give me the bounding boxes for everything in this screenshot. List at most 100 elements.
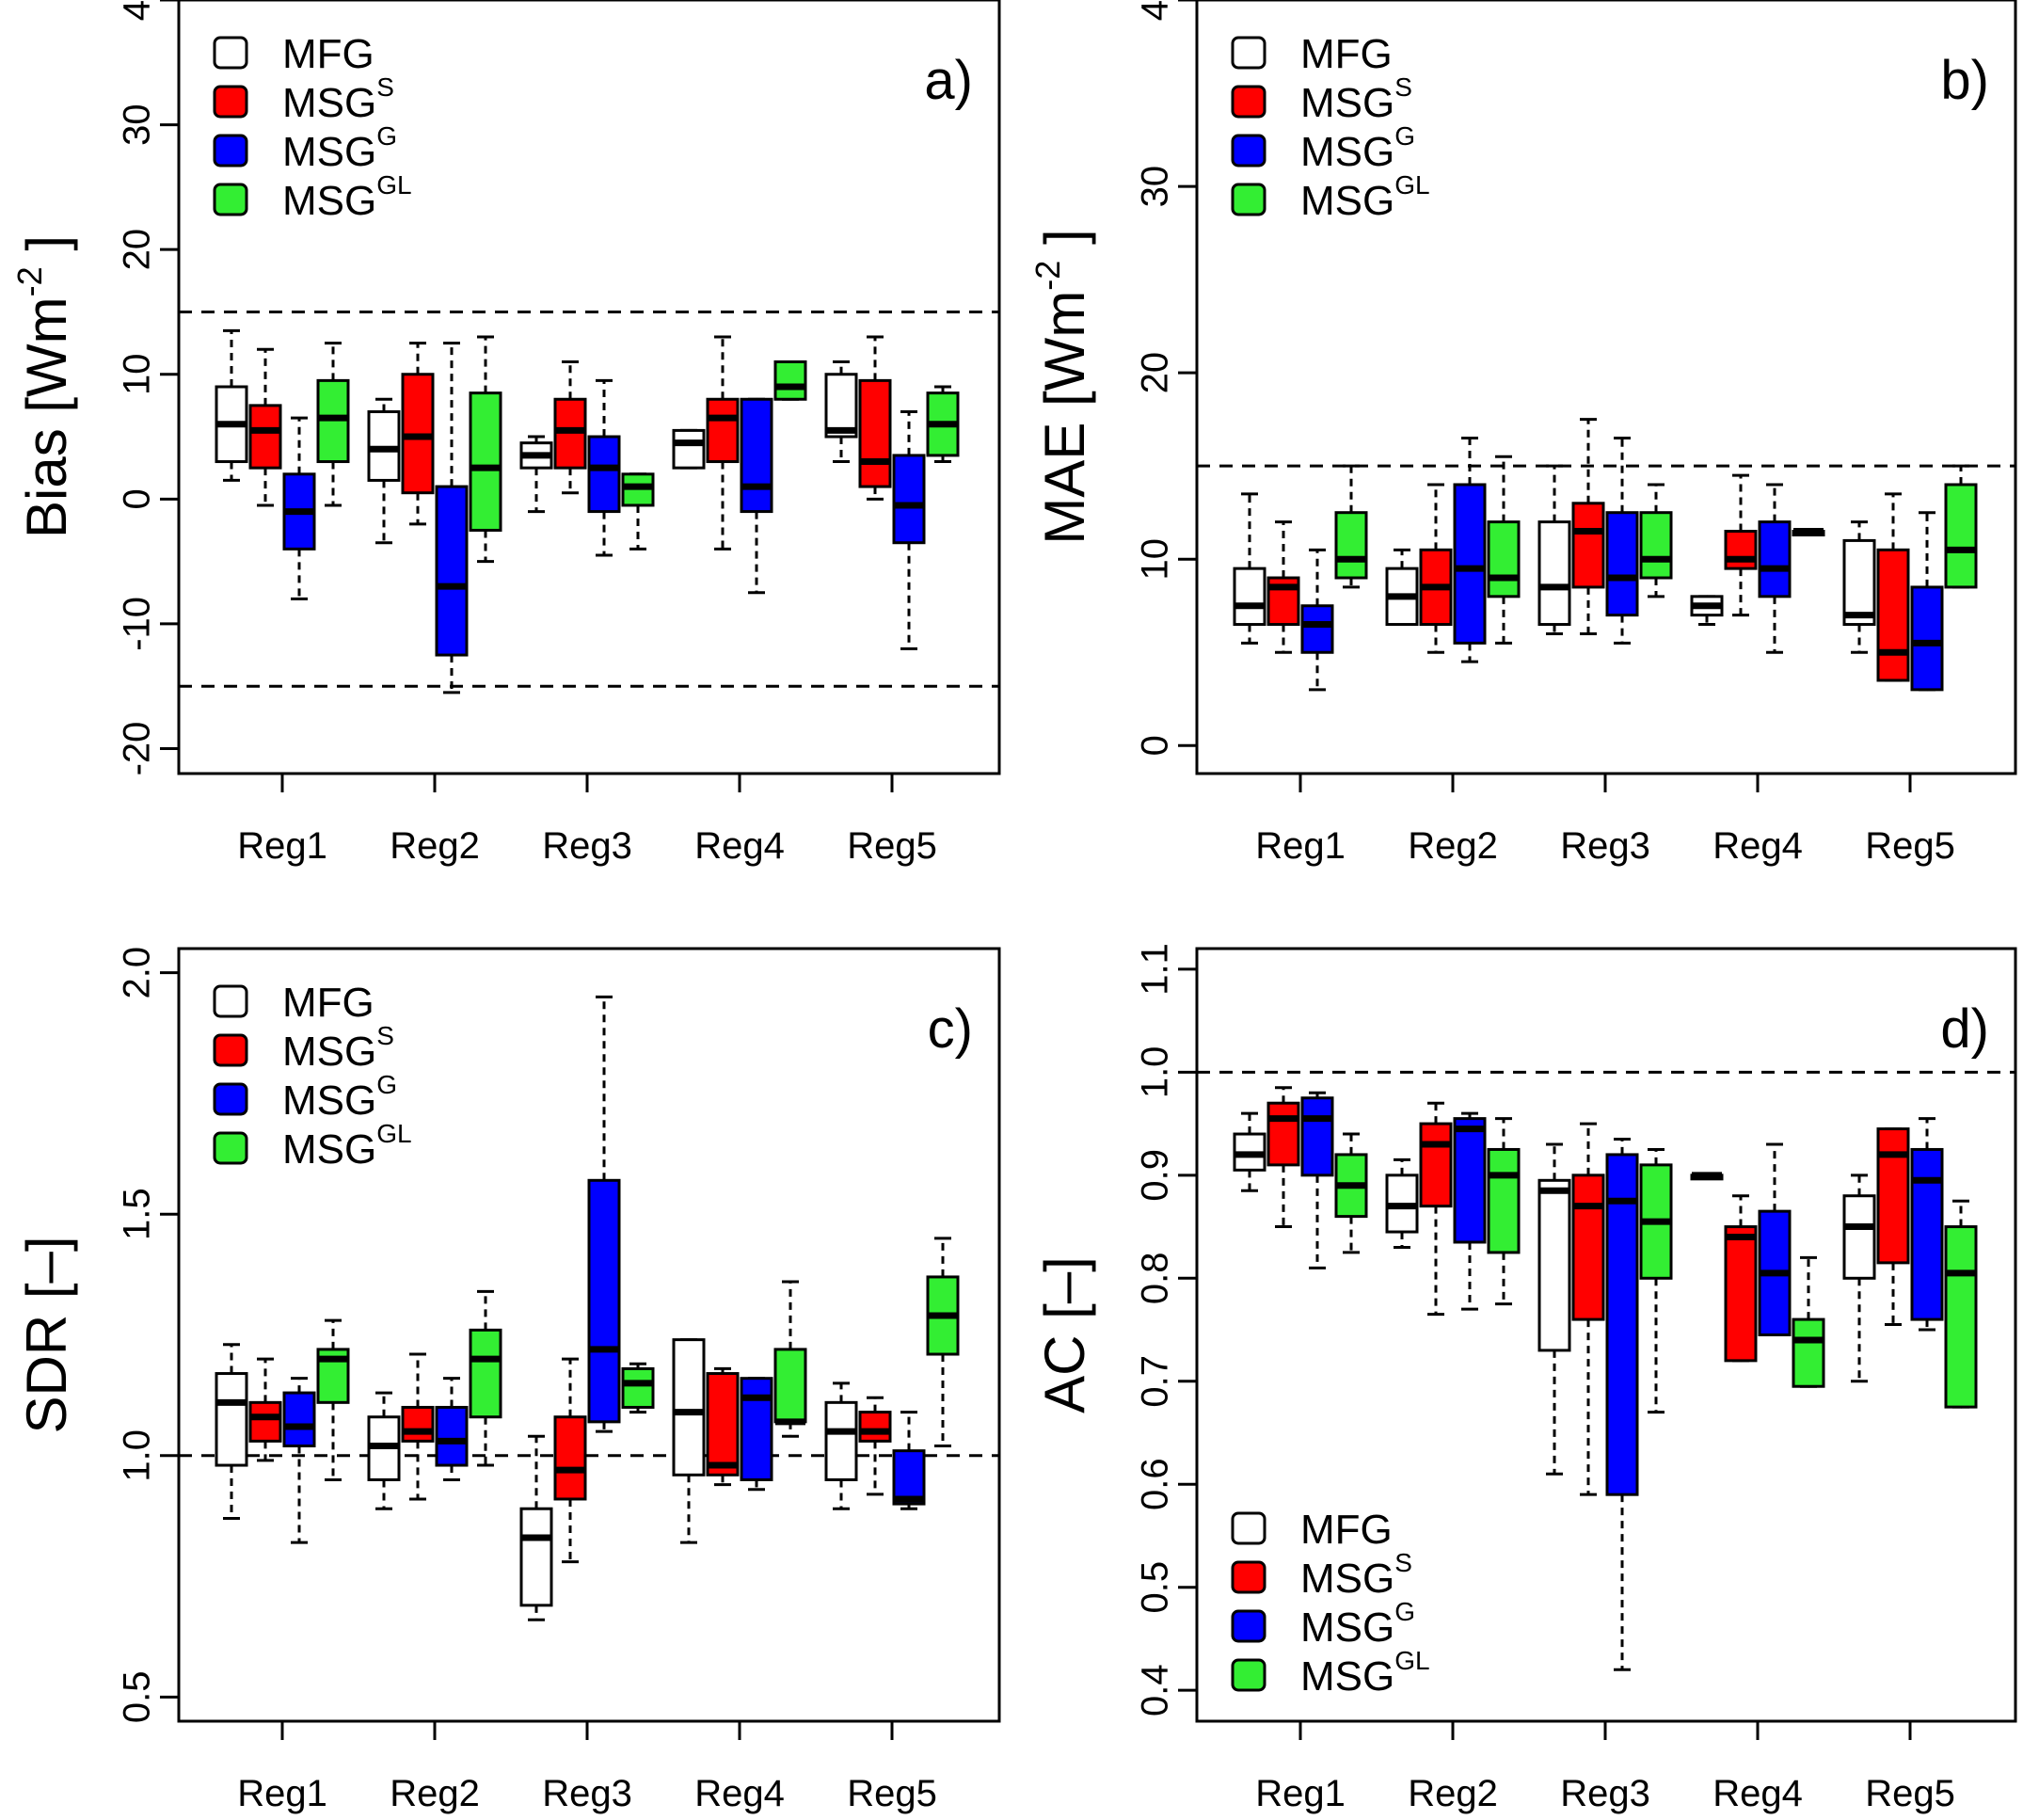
box-msg-gl-reg2 bbox=[469, 335, 502, 564]
legend-label-base: MSG bbox=[282, 129, 376, 175]
box-mfg-reg5 bbox=[824, 1381, 858, 1510]
box-body bbox=[1537, 1178, 1571, 1352]
x-tick-label: Reg5 bbox=[847, 1773, 937, 1814]
legend-label: MSGS bbox=[282, 72, 394, 126]
legend-label-sup: S bbox=[376, 72, 394, 102]
y-axis-label-close: ] bbox=[1033, 229, 1096, 260]
box-msg-gl-reg5 bbox=[926, 385, 960, 464]
box-mfg-reg4 bbox=[672, 428, 706, 470]
box-msg-gl-reg1 bbox=[1334, 464, 1368, 589]
box-body bbox=[469, 1328, 502, 1419]
legend-label-sup: G bbox=[376, 121, 397, 151]
legend-swatch bbox=[213, 984, 248, 1018]
legend-swatch bbox=[1231, 85, 1266, 119]
x-tick-label: Reg2 bbox=[1408, 1773, 1498, 1814]
box-body bbox=[1487, 520, 1521, 599]
box-msg-gl-reg4 bbox=[1792, 1255, 1825, 1388]
box-mfg-reg1 bbox=[215, 1343, 248, 1520]
box-msg-gl-reg1 bbox=[316, 1318, 350, 1481]
box-body bbox=[1842, 538, 1876, 627]
panel-d: 0.4 0.5 0.6 0.7 0.8 0.9 1.0 1.1 AC [–] Reg1 Reg2 Re… bbox=[1033, 943, 2017, 1814]
x-tick-label: Reg1 bbox=[237, 825, 327, 867]
panel-b: 0 10 20 30 40 MAE [Wm-2 ] Reg1 Reg2 Reg3 Reg4 Reg5… bbox=[1028, 0, 2017, 867]
box-msg-s-reg5 bbox=[1876, 492, 1910, 682]
box-msg-s-reg1 bbox=[1266, 1086, 1300, 1229]
box-msg-g-reg1 bbox=[282, 416, 316, 600]
legend-label: MSGGL bbox=[1300, 170, 1430, 224]
legend-label-sup: GL bbox=[1394, 170, 1429, 200]
legend-swatch bbox=[213, 134, 248, 168]
legend-label-sup: GL bbox=[376, 170, 411, 200]
legend-label: MSGG bbox=[1300, 1597, 1415, 1651]
x-tick-label: Reg4 bbox=[1712, 825, 1803, 867]
legend-label-base: MSG bbox=[282, 1029, 376, 1075]
panel-label: b) bbox=[1940, 50, 1989, 111]
box-body bbox=[1300, 604, 1334, 654]
box-body bbox=[469, 391, 502, 532]
box-msg-s-reg2 bbox=[401, 1352, 435, 1501]
legend-label-sup: GL bbox=[376, 1119, 411, 1148]
x-tick-label: Reg2 bbox=[390, 825, 480, 867]
box-msg-g-reg4 bbox=[1758, 483, 1792, 654]
box-body bbox=[435, 1405, 469, 1467]
box-body bbox=[1487, 1147, 1521, 1254]
box-msg-gl-reg1 bbox=[316, 342, 350, 507]
box-body bbox=[1876, 548, 1910, 682]
box-msg-g-reg2 bbox=[1453, 1111, 1487, 1311]
box-msg-g-reg3 bbox=[587, 378, 621, 557]
box-mfg-reg5 bbox=[1842, 1173, 1876, 1383]
legend-label: MSGG bbox=[282, 1070, 397, 1124]
box-body bbox=[892, 1449, 926, 1506]
box-body bbox=[706, 1372, 740, 1477]
box-mfg-reg1 bbox=[215, 328, 248, 482]
box-body bbox=[1453, 483, 1487, 645]
legend-swatch bbox=[213, 36, 248, 70]
box-body bbox=[1842, 1194, 1876, 1280]
y-tick-label: 0.5 bbox=[1135, 1561, 1176, 1614]
x-tick-label: Reg1 bbox=[1255, 825, 1346, 867]
y-axis-label: AC [–] bbox=[1033, 1256, 1096, 1413]
y-axis-label-close: ] bbox=[15, 235, 78, 266]
box-msg-s-reg5 bbox=[858, 335, 892, 501]
box-body bbox=[587, 435, 621, 514]
box-msg-gl-reg2 bbox=[1487, 1117, 1521, 1306]
legend-label: MFG bbox=[1300, 1507, 1393, 1553]
legend-label-base: MSG bbox=[1300, 1604, 1394, 1651]
box-body bbox=[1876, 1127, 1910, 1265]
box-msg-g-reg2 bbox=[435, 342, 469, 694]
x-tick-label: Reg3 bbox=[1560, 1773, 1650, 1814]
legend-swatch bbox=[1231, 1560, 1266, 1594]
box-body bbox=[1233, 567, 1266, 627]
box-msg-s-reg5 bbox=[1876, 1127, 1910, 1327]
box-msg-gl-reg3 bbox=[1639, 483, 1673, 599]
y-axis-label-main: MAE [Wm bbox=[1033, 291, 1096, 545]
legend-swatch bbox=[1231, 1511, 1266, 1545]
box-mfg-reg5 bbox=[1842, 520, 1876, 654]
box-body bbox=[858, 1411, 892, 1443]
y-tick-label: 0.6 bbox=[1135, 1458, 1176, 1510]
box-body bbox=[1724, 530, 1758, 570]
legend-label: MSGGL bbox=[1300, 1646, 1430, 1700]
y-tick-label: 0.5 bbox=[117, 1671, 158, 1724]
box-msg-s-reg4 bbox=[706, 335, 740, 551]
legend-label-sup: GL bbox=[1394, 1646, 1429, 1675]
box-msg-gl-reg5 bbox=[1944, 464, 1978, 589]
box-msg-gl-reg4 bbox=[773, 1280, 807, 1438]
legend-swatch bbox=[1231, 36, 1266, 70]
y-axis-label-sup: -2 bbox=[1028, 261, 1067, 291]
box-mfg-reg1 bbox=[1233, 1111, 1266, 1192]
y-tick-label: 20 bbox=[1135, 352, 1176, 394]
legend-label-sup: G bbox=[1394, 1597, 1415, 1626]
box-mfg-reg1 bbox=[1233, 492, 1266, 645]
legend-label: MSGS bbox=[1300, 72, 1412, 126]
box-body bbox=[706, 397, 740, 464]
box-msg-g-reg5 bbox=[892, 1411, 926, 1510]
box-msg-s-reg3 bbox=[553, 359, 587, 495]
box-body bbox=[672, 1338, 706, 1477]
box-mfg-reg4 bbox=[672, 1338, 706, 1544]
y-tick-label: 0.9 bbox=[1135, 1149, 1176, 1202]
y-axis-label: MAE [Wm-2 ] bbox=[1028, 229, 1096, 544]
y-axis-label: SDR [–] bbox=[15, 1236, 78, 1433]
